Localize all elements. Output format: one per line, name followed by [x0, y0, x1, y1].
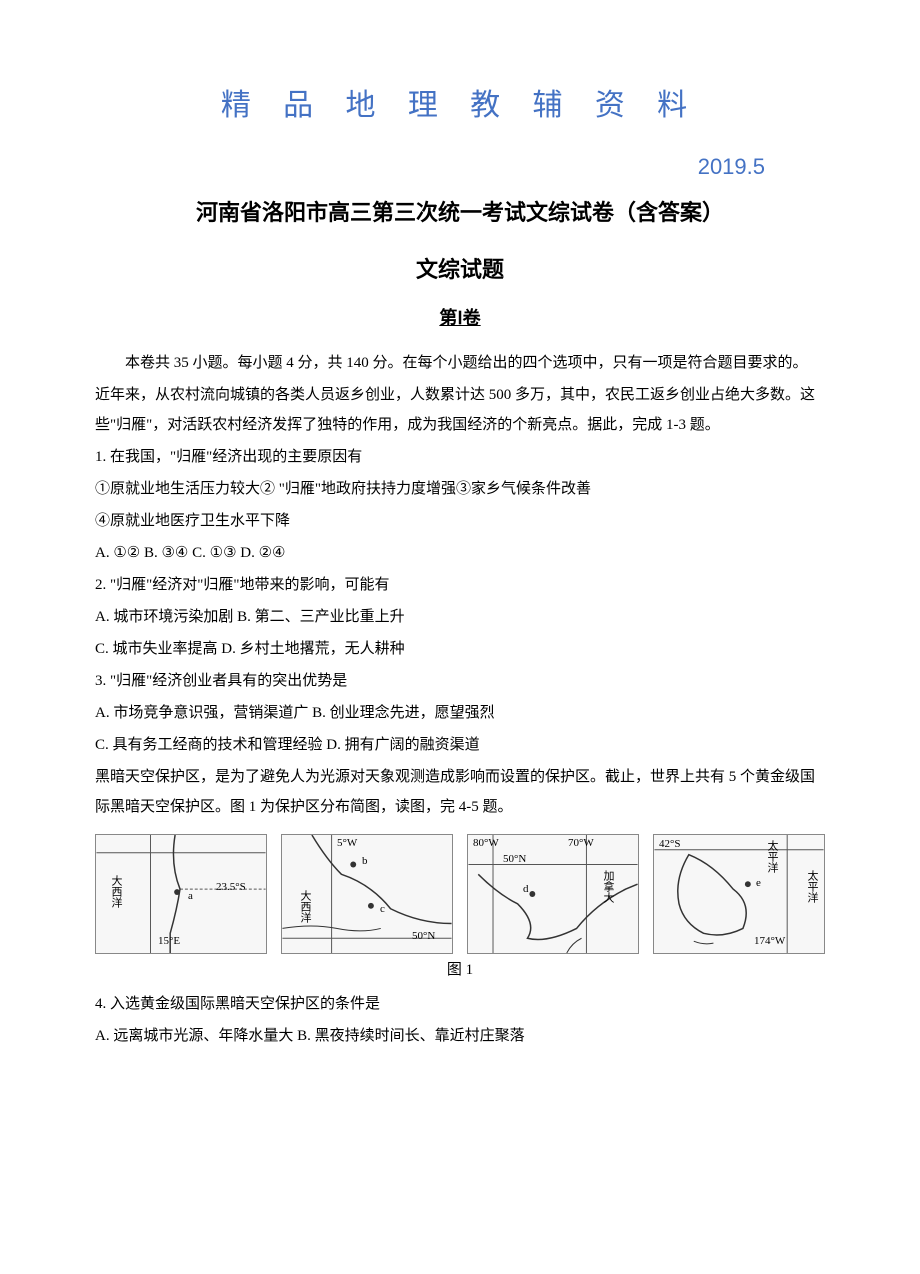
q1-line1: ①原就业地生活压力较大② "归雁"地政府扶持力度增强③家乡气候条件改善 — [95, 474, 825, 504]
map3-lon1-label: 80°W — [473, 837, 499, 849]
q3-stem: 3. "归雁"经济创业者具有的突出优势是 — [95, 666, 825, 696]
q4-stem: 4. 入选黄金级国际黑暗天空保护区的条件是 — [95, 989, 825, 1019]
map1-point-a: a — [188, 890, 193, 902]
map-panel-1: 大西洋 23.5°S 15°E a — [95, 834, 267, 954]
q3-options-ab: A. 市场竞争意识强，营销渠道广 B. 创业理念先进，愿望强烈 — [95, 698, 825, 728]
q3-options-cd: C. 具有务工经商的技术和管理经验 D. 拥有广阔的融资渠道 — [95, 730, 825, 760]
figure-1: 大西洋 23.5°S 15°E a 5°W 大西洋 50°N b c 80°W … — [95, 834, 825, 954]
date-label: 2019.5 — [95, 154, 825, 180]
map1-lon-label: 15°E — [158, 935, 180, 947]
q2-stem: 2. "归雁"经济对"归雁"地带来的影响，可能有 — [95, 570, 825, 600]
map4-lat-label: 42°S — [659, 838, 681, 850]
map-panel-4: 42°S 太平洋 太平洋 174°W e — [653, 834, 825, 954]
map2-point-c: c — [380, 903, 385, 915]
map4-ocean2-label: 太平洋 — [804, 870, 820, 903]
map4-point-e: e — [756, 877, 761, 889]
sub-title: 文综试题 — [95, 252, 825, 284]
map2-lat-label: 50°N — [412, 930, 435, 942]
q1-options: A. ①② B. ③④ C. ①③ D. ②④ — [95, 538, 825, 568]
map-panel-2: 5°W 大西洋 50°N b c — [281, 834, 453, 954]
map4-ocean1-label: 太平洋 — [764, 840, 780, 873]
map3-point-d: d — [523, 883, 529, 895]
map2-point-b: b — [362, 855, 368, 867]
map3-lat-label: 50°N — [503, 853, 526, 865]
q1-line2: ④原就业地医疗卫生水平下降 — [95, 506, 825, 536]
map1-lat-label: 23.5°S — [216, 881, 246, 893]
map-panel-3: 80°W 70°W 50°N 加拿大 d — [467, 834, 639, 954]
section-title: 第Ⅰ卷 — [95, 304, 825, 330]
map3-lon2-label: 70°W — [568, 837, 594, 849]
map4-lon-label: 174°W — [754, 935, 785, 947]
q2-options-ab: A. 城市环境污染加剧 B. 第二、三产业比重上升 — [95, 602, 825, 632]
q2-options-cd: C. 城市失业率提高 D. 乡村土地撂荒，无人耕种 — [95, 634, 825, 664]
q1-stem: 1. 在我国，"归雁"经济出现的主要原因有 — [95, 442, 825, 472]
q4-options-ab: A. 远离城市光源、年降水量大 B. 黑夜持续时间长、靠近村庄聚落 — [95, 1021, 825, 1051]
main-title: 精 品 地 理 教 辅 资 料 — [95, 80, 825, 124]
instructions: 本卷共 35 小题。每小题 4 分，共 140 分。在每个小题给出的四个选项中，… — [95, 348, 825, 378]
passage-2: 黑暗天空保护区，是为了避免人为光源对天象观测造成影响而设置的保护区。截止，世界上… — [95, 762, 825, 822]
map3-region-label: 加拿大 — [600, 870, 616, 903]
map2-ocean-label: 大西洋 — [297, 890, 313, 923]
passage-1: 近年来，从农村流向城镇的各类人员返乡创业，人数累计达 500 多万，其中，农民工… — [95, 380, 825, 440]
figure-caption: 图 1 — [95, 958, 825, 979]
map2-lon-label: 5°W — [337, 837, 357, 849]
map1-ocean-label: 大西洋 — [108, 875, 124, 908]
doc-title: 河南省洛阳市高三第三次统一考试文综试卷（含答案） — [95, 195, 825, 227]
